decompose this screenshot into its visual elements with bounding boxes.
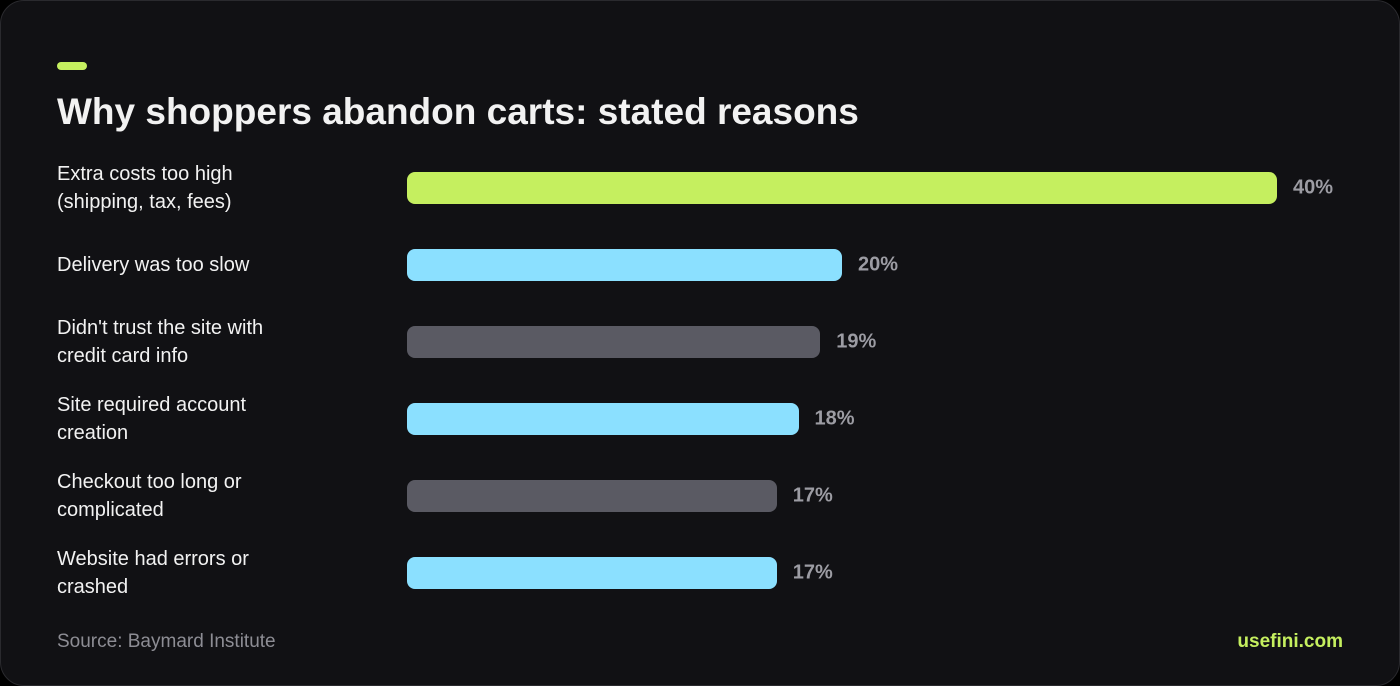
bar [407,480,777,512]
chart-title: Why shoppers abandon carts: stated reaso… [57,91,859,132]
accent-bar [57,62,87,70]
value-label: 18% [814,407,855,430]
bar [407,403,799,435]
category-label: Didn't trust the site with credit card i… [57,317,264,367]
bar [407,172,1277,204]
source-note: Source: Baymard Institute [57,631,276,652]
value-label: 17% [792,484,833,507]
value-label: 40% [1293,176,1334,199]
value-label: 17% [792,561,833,584]
category-label: Extra costs too high (shipping, tax, fee… [57,163,233,213]
bar [407,557,777,589]
category-label: Checkout too long or complicated [57,471,242,521]
brand: usefini.com [1237,631,1343,652]
value-label: 20% [858,253,899,276]
bar [407,249,842,281]
value-label: 19% [836,330,877,353]
category-label: Delivery was too slow [57,254,250,276]
category-label: Website had errors or crashed [57,548,249,598]
bar [407,326,821,358]
category-label: Site required account creation [57,394,247,444]
